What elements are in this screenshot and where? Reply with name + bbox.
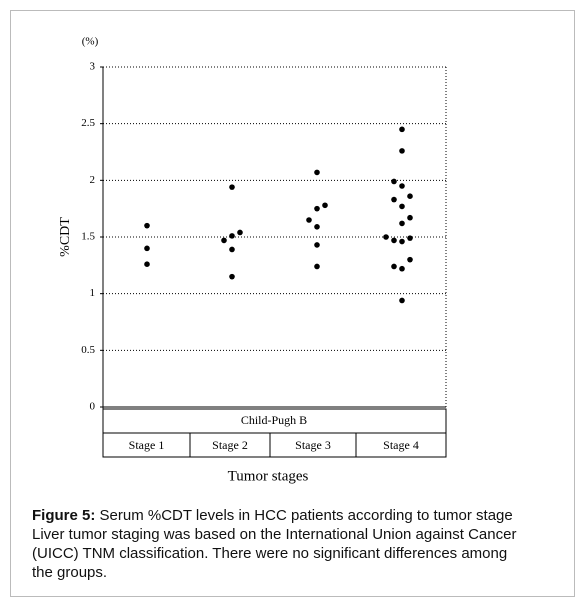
y-tick-label: 1.5 (81, 231, 95, 243)
y-tick-label: 3 (90, 61, 96, 73)
caption-line: Figure 5: Serum %CDT levels in HCC patie… (32, 506, 562, 525)
caption: Figure 5: Serum %CDT levels in HCC patie… (32, 506, 562, 582)
stage-label: Stage 4 (383, 438, 419, 452)
data-point (399, 126, 405, 133)
data-point (314, 242, 320, 248)
figure-frame (10, 10, 575, 597)
y-unit: (%) (82, 36, 99, 48)
data-point (399, 183, 405, 189)
data-point (391, 196, 397, 203)
data-point (399, 297, 405, 304)
data-point (399, 220, 405, 227)
caption-text: the groups. (32, 564, 108, 581)
data-point (229, 273, 235, 280)
data-point (314, 224, 320, 230)
y-tick-label: 2.5 (81, 117, 95, 129)
data-point (391, 178, 397, 185)
data-point (229, 233, 235, 239)
data-point (399, 203, 405, 210)
data-point (399, 238, 405, 245)
data-point (314, 205, 320, 212)
caption-label: Figure 5: (32, 507, 96, 524)
stage-label: Stage 2 (212, 438, 248, 452)
stage-label: Stage 1 (129, 438, 165, 452)
group-label: Child-Pugh B (241, 413, 307, 427)
data-point (144, 222, 150, 229)
y-axis-label: %CDT (58, 217, 73, 257)
y-tick-label: 0 (90, 401, 96, 413)
caption-text: Serum %CDT levels in HCC patients accord… (99, 507, 513, 524)
caption-line: Liver tumor staging was based on the Int… (32, 525, 562, 544)
y-tick-label: 2 (90, 174, 96, 186)
data-point (237, 229, 243, 236)
y-tick-label: 1 (90, 287, 96, 299)
chart: (%) %CDT Child-Pugh B Tumor stages 0 0.5 1… (58, 36, 447, 484)
data-point (399, 265, 405, 272)
caption-line: the groups. (32, 563, 562, 582)
data-point (399, 148, 405, 154)
data-point (407, 214, 413, 221)
data-point (322, 202, 328, 209)
data-point (407, 235, 413, 241)
stage-label: Stage 3 (295, 438, 331, 452)
caption-text: Liver tumor staging was based on the Int… (32, 526, 517, 543)
data-point (144, 245, 150, 252)
data-point (306, 217, 312, 223)
data-point (383, 234, 389, 240)
caption-text: (UICC) TNM classification. There were no… (32, 545, 508, 562)
data-point (144, 261, 150, 268)
data-point (407, 256, 413, 263)
x-axis-label: Tumor stages (228, 468, 309, 484)
y-tick-label: 0.5 (81, 344, 95, 356)
data-point (314, 169, 320, 176)
data-point (391, 263, 397, 270)
data-point (314, 263, 320, 270)
data-point (229, 184, 235, 190)
data-point (221, 237, 227, 244)
data-point (229, 246, 235, 253)
data-point (407, 193, 413, 199)
caption-line: (UICC) TNM classification. There were no… (32, 544, 562, 563)
data-point (391, 237, 397, 244)
